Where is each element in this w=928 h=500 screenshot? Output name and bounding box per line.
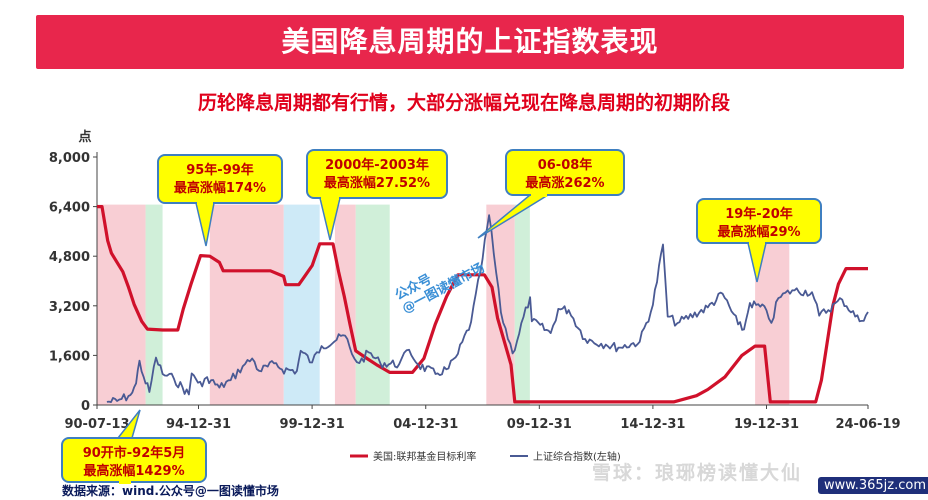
banner: 美国降息周期的上证指数表现 xyxy=(36,15,904,69)
x-tick-label: 24-06-19 xyxy=(835,417,900,432)
callout-box xyxy=(61,437,207,483)
series-line-2 xyxy=(106,214,869,403)
callout-text: 95年-99年 xyxy=(186,162,254,178)
x-tick-label: 19-12-31 xyxy=(734,417,799,432)
callout-box xyxy=(306,149,448,199)
callout-joint xyxy=(197,201,213,205)
callout-text: 最高涨幅174% xyxy=(174,180,266,196)
callout-joint xyxy=(119,480,131,484)
cycle-band-6 xyxy=(355,204,390,405)
callout-joint xyxy=(321,196,339,200)
y-tick-label: 1,600 xyxy=(49,349,90,364)
x-tick-label: 99-12-31 xyxy=(280,417,345,432)
callout-box xyxy=(157,154,283,204)
callout-text: 2000年-2003年 xyxy=(325,157,429,173)
cycle-band-8 xyxy=(514,204,530,405)
cycle-band-3 xyxy=(209,204,284,405)
x-tick-label: 09-12-31 xyxy=(507,417,572,432)
x-tick-label: 04-12-31 xyxy=(393,417,458,432)
y-tick-label: 0 xyxy=(81,399,90,414)
legend-label-2: 上证综合指数(左轴) xyxy=(533,450,621,463)
callout-box xyxy=(505,149,625,196)
site-badge: www.365jz.com xyxy=(818,477,928,494)
callout-text: 90开市-92年5月 xyxy=(83,445,186,461)
axes: 0 1,600 3,200 4,800 6,400 8,000 点 90-07-13 94-12… xyxy=(49,129,901,432)
callout-text: 最高涨幅29% xyxy=(717,224,800,240)
page-title: 美国降息周期的上证指数表现 xyxy=(281,25,659,58)
source-note: 数据来源：wind.公众号@一图读懂市场 xyxy=(62,484,279,498)
callout-joint xyxy=(749,241,765,245)
legend-label-1: 美国:联邦基金目标利率 xyxy=(373,450,476,463)
callout-text: 最高涨幅1429% xyxy=(83,463,184,479)
callout-text: 06-08年 xyxy=(538,157,593,173)
callout-text: 最高涨262% xyxy=(525,175,604,191)
x-tick-label: 90-07-13 xyxy=(64,417,129,432)
y-tick-label: 4,800 xyxy=(49,250,90,265)
series-lines xyxy=(97,205,869,404)
legend: 美国:联邦基金目标利率 上证综合指数(左轴) xyxy=(350,450,621,463)
cycle-band-2 xyxy=(145,204,163,405)
series-line-1 xyxy=(97,205,868,404)
y-tick-label: 6,400 xyxy=(49,201,90,216)
y-tick-label: 8,000 xyxy=(49,151,90,166)
cycle-band-1 xyxy=(97,204,146,405)
callout-joint xyxy=(531,193,547,197)
y-tick-label: 3,200 xyxy=(49,300,90,315)
callout-text: 最高涨幅27.52% xyxy=(324,175,430,191)
watermark: 雪球：琅琊榜读懂大仙 xyxy=(592,462,803,484)
y-axis-label: 点 xyxy=(78,129,91,145)
x-tick-label: 94-12-31 xyxy=(166,417,231,432)
chart-subtitle: 历轮降息周期都有行情，大部分涨幅兑现在降息周期的初期阶段 xyxy=(197,92,730,114)
cycle-band-4 xyxy=(283,204,320,405)
callout-text: 19年-20年 xyxy=(725,206,793,222)
x-tick-label: 14-12-31 xyxy=(620,417,685,432)
callouts: 90开市-92年5月最高涨幅1429%95年-99年最高涨幅174%2000年-… xyxy=(61,149,822,484)
